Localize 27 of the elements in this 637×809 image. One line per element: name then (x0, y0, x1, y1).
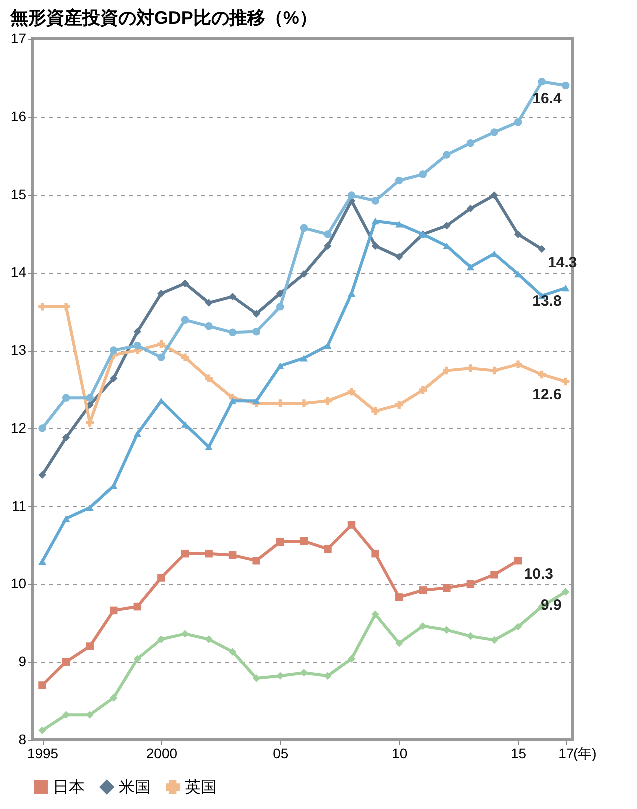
legend-label: 日本 (53, 778, 85, 796)
x-tick-label: 10 (392, 746, 408, 762)
x-tick-label: 2000 (146, 746, 178, 762)
x-tick-label: 15 (510, 746, 527, 762)
annotation: 10.3 (524, 566, 554, 583)
x-tick-label: 05 (273, 746, 289, 762)
annotation: 14.3 (548, 254, 578, 272)
y-tick-label: 16 (10, 108, 27, 124)
y-tick-label: 17 (10, 30, 27, 46)
annotation: 12.6 (532, 386, 562, 404)
x-tick-label: 17 (558, 746, 574, 762)
y-tick-label: 10 (10, 576, 27, 592)
annotation: 16.4 (532, 90, 563, 108)
legend-label: 米国 (119, 778, 151, 796)
y-tick-label: 9 (18, 654, 27, 670)
y-tick-label: 14 (10, 264, 27, 280)
x-axis-title: (年) (574, 746, 597, 762)
y-tick-label: 13 (10, 342, 27, 358)
y-tick-label: 11 (12, 498, 27, 514)
legend-label: 英国 (185, 778, 217, 796)
chart-title: 無形資産投資の対GDP比の推移（%） (9, 8, 318, 28)
annotation: 9.9 (541, 597, 562, 614)
y-tick-label: 12 (10, 420, 27, 436)
y-tick-label: 15 (10, 186, 27, 202)
y-tick-label: 8 (18, 732, 27, 748)
annotation: 13.8 (532, 293, 562, 310)
x-tick-label: 1995 (27, 746, 59, 762)
